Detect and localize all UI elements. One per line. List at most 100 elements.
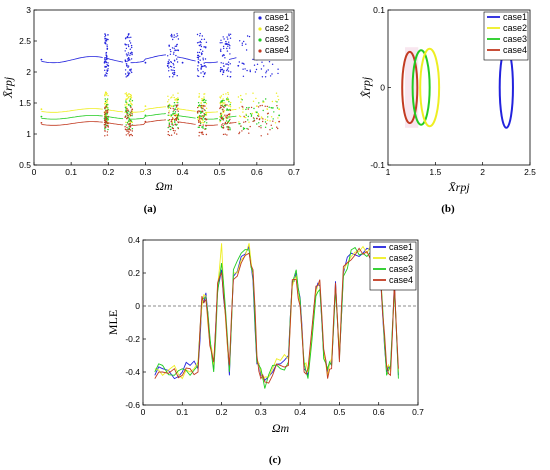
scatter-point (202, 126, 204, 128)
scatter-point (223, 38, 225, 40)
scatter-point (266, 119, 269, 122)
scatter-point (256, 63, 259, 65)
scatter-point (129, 122, 131, 125)
scatter-point (248, 132, 250, 134)
scatter-point (252, 120, 254, 123)
scatter-point (173, 96, 175, 99)
scatter-point (205, 111, 207, 114)
scatter-point (177, 118, 180, 121)
scatter-point (206, 118, 208, 121)
scatter-point (248, 106, 250, 109)
scatter-point (126, 94, 128, 96)
scatter-point (199, 124, 202, 127)
scatter-point (261, 61, 263, 63)
scatter-point (226, 63, 228, 65)
scatter-point (244, 68, 246, 70)
scatter-point (220, 105, 222, 107)
scatter-point (224, 133, 226, 135)
x-tick-label: 0.7 (412, 407, 424, 417)
scatter-point (223, 106, 225, 109)
scatter-point (223, 47, 225, 50)
legend-label-case2: case2 (503, 23, 527, 33)
scatter-point (176, 35, 179, 37)
legend-marker-case2 (258, 27, 262, 31)
x-tick-label: 0.5 (334, 407, 346, 417)
scatter-point (169, 49, 171, 51)
scatter-point (226, 117, 229, 119)
scatter-point (124, 126, 126, 128)
scatter-point (230, 71, 232, 73)
scatter-point (128, 59, 131, 61)
scatter-point (177, 102, 179, 104)
scatter-point (176, 109, 178, 111)
scatter-point (104, 130, 106, 132)
scatter-point (177, 127, 179, 130)
scatter-point (204, 101, 207, 104)
scatter-point (226, 47, 228, 50)
scatter-point (167, 62, 169, 65)
scatter-point (170, 66, 173, 68)
scatter-point (107, 115, 109, 118)
x-tick-label: 0.1 (176, 407, 188, 417)
scatter-point (269, 75, 272, 77)
scatter-point (172, 111, 174, 113)
scatter-point (199, 55, 201, 58)
scatter-point (257, 106, 260, 108)
data-point (170, 120, 173, 123)
scatter-point (177, 92, 179, 94)
scatter-point (167, 114, 169, 117)
scatter-point (131, 46, 133, 49)
scatter-point (104, 41, 106, 44)
scatter-point (263, 65, 265, 67)
scatter-point (254, 111, 257, 113)
scatter-point (173, 66, 175, 69)
data-point (174, 108, 177, 111)
scatter-point (197, 56, 199, 59)
scatter-point (224, 121, 227, 124)
scatter-point (228, 33, 230, 35)
data-point (200, 68, 203, 70)
scatter-point (264, 76, 267, 78)
scatter-point (173, 102, 176, 104)
scatter-point (229, 53, 231, 55)
scatter-point (242, 108, 244, 110)
scatter-point (201, 110, 203, 112)
scatter-point (105, 94, 108, 96)
scatter-point (128, 117, 130, 119)
scatter-point (262, 118, 264, 120)
scatter-point (173, 70, 176, 72)
scatter-point (245, 114, 247, 116)
scatter-point (228, 101, 230, 103)
scatter-point (169, 107, 172, 110)
scatter-point (223, 115, 225, 118)
scatter-point (199, 40, 201, 43)
scatter-point (202, 120, 204, 122)
scatter-point (266, 105, 268, 108)
scatter-point (171, 117, 174, 119)
x-axis-label: Ωm (155, 179, 173, 193)
scatter-point (276, 105, 278, 107)
series-case4 (41, 104, 281, 137)
scatter-point (258, 115, 260, 117)
legend-label-case2: case2 (389, 253, 413, 263)
scatter-point (204, 105, 206, 107)
data-point (237, 64, 240, 67)
scatter-point (206, 122, 208, 124)
scatter-point (205, 46, 207, 48)
caption-c: (c) (269, 454, 282, 466)
scatter-point (168, 99, 170, 101)
scatter-point (176, 100, 179, 102)
scatter-point (198, 95, 200, 98)
scatter-point (228, 41, 230, 43)
scatter-point (168, 106, 170, 108)
scatter-point (128, 96, 130, 98)
scatter-point (202, 75, 205, 78)
data-point (174, 99, 177, 101)
scatter-point (226, 96, 229, 99)
scatter-point (176, 58, 178, 60)
y-tick-label: 2 (26, 67, 31, 77)
scatter-point (131, 71, 133, 74)
scatter-point (222, 45, 225, 48)
scatter-point (227, 45, 229, 47)
scatter-point (127, 104, 130, 106)
